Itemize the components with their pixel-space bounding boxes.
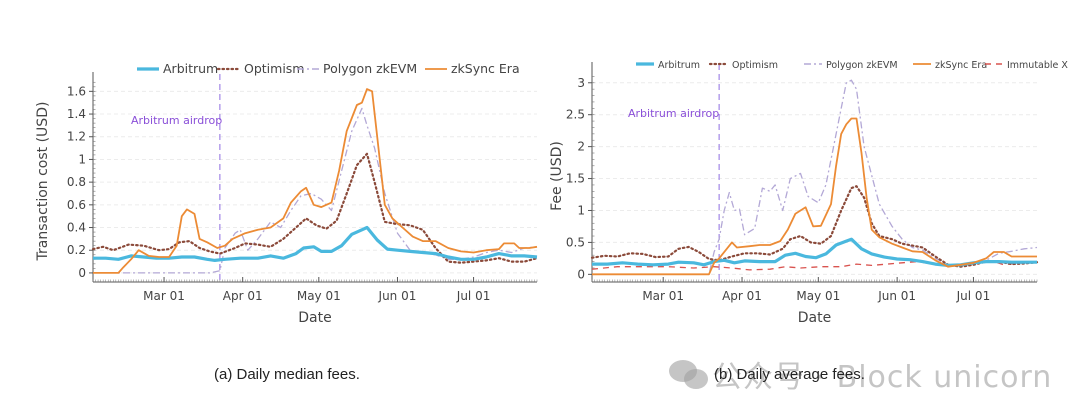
y-axis-title: Fee (USD)	[549, 141, 565, 211]
x-tick-label: Jun 01	[378, 289, 417, 303]
caption-b: (b) Daily average fees.	[714, 366, 865, 383]
x-axis-title: Date	[298, 310, 331, 326]
y-tick-label: 1.6	[67, 84, 86, 98]
y-tick-label: 1	[577, 203, 585, 217]
legend-label: Polygon zkEVM	[826, 60, 898, 71]
series-line-arbitrum	[93, 225, 538, 262]
watermark-text: 公众号 · Block unicorn	[712, 360, 1053, 395]
y-tick-label: 0.4	[67, 221, 86, 235]
legend-label: zkSync Era	[451, 61, 520, 76]
wechat-icon	[669, 360, 708, 389]
airdrop-annotation: Arbitrum airdrop	[628, 107, 719, 120]
legend-label: Arbitrum	[163, 61, 218, 76]
series-line-zksync-era	[93, 88, 538, 274]
y-tick-label: 2.5	[566, 108, 585, 122]
y-tick-label: 0.5	[566, 235, 585, 249]
legend-label: Immutable X	[1007, 60, 1068, 71]
series-line-optimism	[91, 152, 539, 264]
y-tick-label: 0	[577, 267, 585, 281]
x-axis-title: Date	[798, 310, 831, 326]
y-tick-label: 0.8	[67, 175, 86, 189]
series-line-zksync-era	[592, 117, 1037, 276]
x-tick-label: May 01	[796, 289, 840, 303]
y-tick-label: 3	[577, 76, 585, 90]
x-tick-label: Apr 01	[722, 289, 762, 303]
x-tick-label: Mar 01	[143, 289, 185, 303]
legend-label: zkSync Era	[935, 60, 987, 71]
y-axis-title: Transaction cost (USD)	[35, 102, 51, 262]
y-tick-label: 1.4	[67, 107, 86, 121]
legend-label: Polygon zkEVM	[323, 61, 417, 76]
x-tick-label: Apr 01	[223, 289, 263, 303]
legend-label: Optimism	[732, 60, 778, 71]
x-tick-label: May 01	[297, 289, 341, 303]
legend-label: Arbitrum	[658, 60, 700, 71]
y-tick-label: 0.6	[67, 198, 86, 212]
chart-average-fees: 0 0.5 1 1.5 2 2.5 3 Mar 01 Apr 01 May 01 Jun 01 Jul…	[549, 60, 1068, 326]
airdrop-annotation: Arbitrum airdrop	[131, 114, 222, 127]
x-tick-label: Jun 01	[877, 289, 916, 303]
y-tick-label: 0.2	[67, 243, 86, 257]
y-tick-label: 1	[78, 152, 86, 166]
x-tick-label: Mar 01	[642, 289, 684, 303]
legend-label: Optimism	[244, 61, 305, 76]
x-tick-label: Jul 01	[456, 289, 491, 303]
caption-a: (a) Daily median fees.	[214, 366, 360, 383]
y-tick-label: 1.2	[67, 130, 86, 144]
series-line-polygon-zkevm	[93, 107, 538, 274]
y-tick-label: 0	[78, 266, 86, 280]
x-tick-label: Jul 01	[956, 289, 991, 303]
chart-median-fees: 0 0.2 0.4 0.6 0.8 1 1.2 1.4 1.6 Mar 01 Apr 01 May 0…	[35, 61, 539, 326]
y-tick-label: 1.5	[566, 172, 585, 186]
y-tick-label: 2	[577, 140, 585, 154]
